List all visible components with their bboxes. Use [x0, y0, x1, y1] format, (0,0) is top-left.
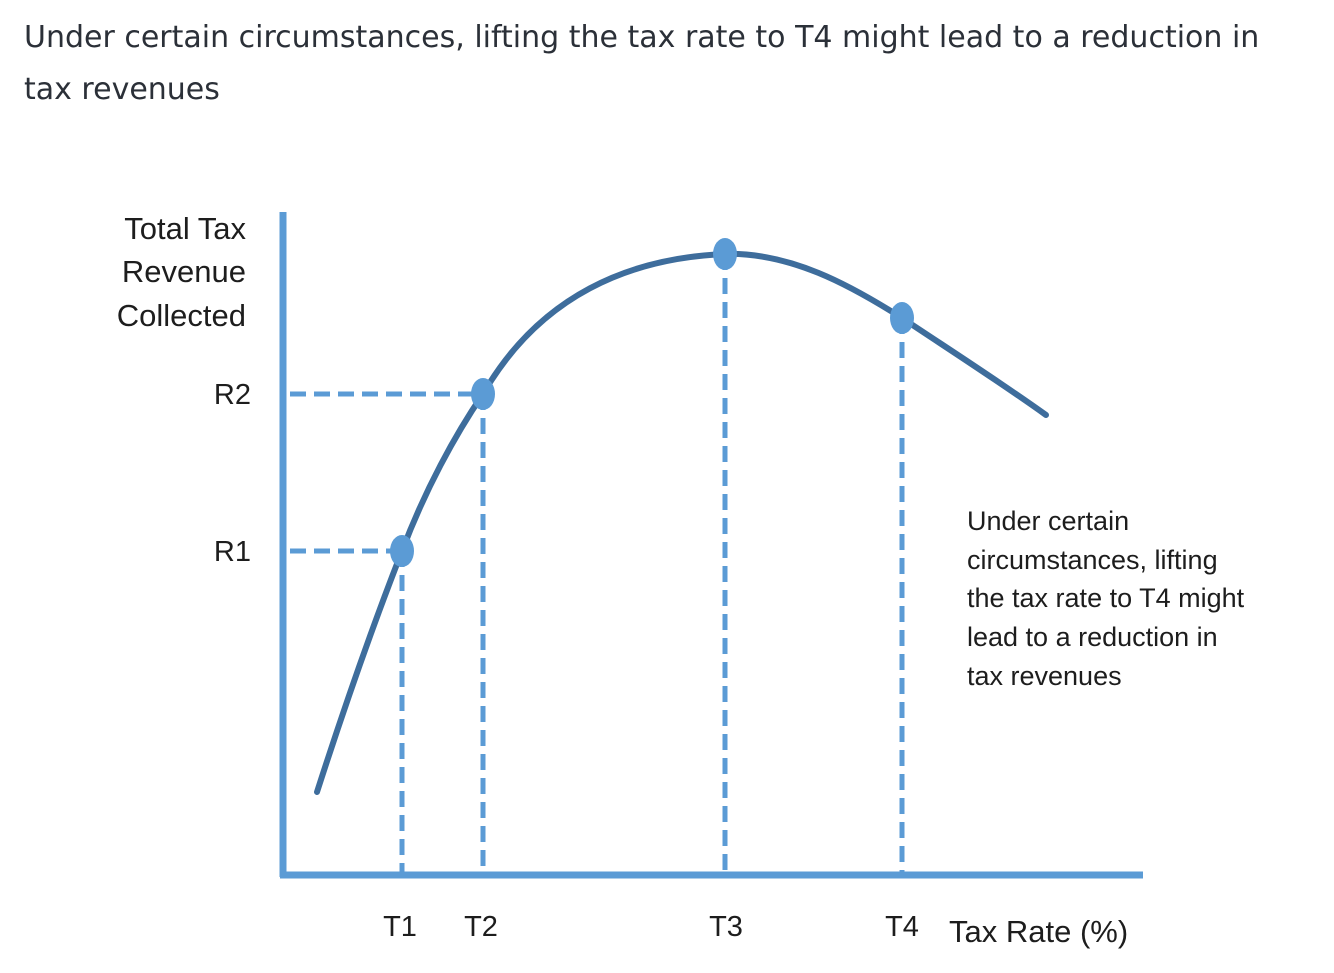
y-axis-label-line-1: Total Tax: [124, 211, 246, 246]
laffer-curve: [314, 250, 1049, 795]
point-t2-r2: [471, 378, 495, 410]
rate-label-t2: T2: [464, 911, 498, 943]
annotation-line-4: lead to a reduction in: [967, 622, 1218, 652]
y-axis-label-line-2: Revenue: [122, 254, 246, 289]
annotation-line-5: tax revenues: [967, 661, 1122, 691]
revenue-label-r1: R1: [214, 536, 251, 568]
x-axis-label: Tax Rate (%): [949, 914, 1128, 949]
rate-label-t1: T1: [383, 911, 417, 943]
annotation-line-1: Under certain: [967, 506, 1129, 536]
rate-label-t3: T3: [709, 911, 743, 943]
revenue-label-r2: R2: [214, 379, 251, 411]
annotation-line-2: circumstances, lifting: [967, 545, 1218, 575]
rate-label-t4: T4: [885, 911, 919, 943]
page-caption: Under certain circumstances, lifting the…: [24, 20, 1260, 107]
point-t1-r1: [390, 535, 414, 567]
point-t3-peak: [713, 238, 737, 270]
point-t4: [890, 302, 914, 334]
annotation-line-3: the tax rate to T4 might: [967, 583, 1245, 613]
y-axis-label-line-3: Collected: [117, 298, 246, 333]
